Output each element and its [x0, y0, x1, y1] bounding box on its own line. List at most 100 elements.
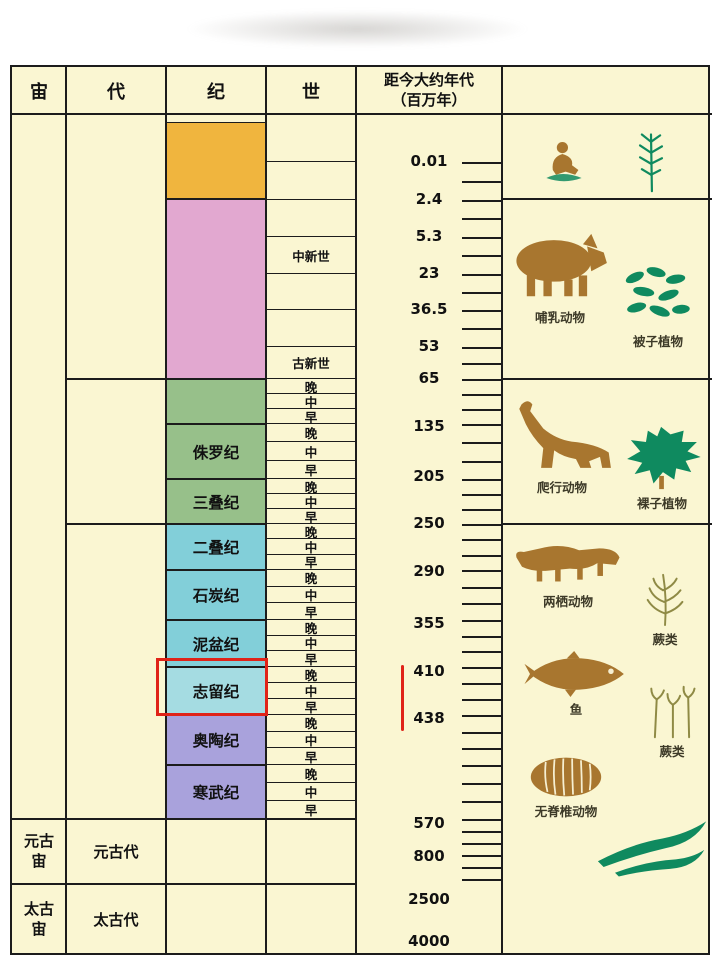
epoch-cell: 早	[266, 699, 356, 715]
age-tick	[462, 867, 502, 869]
grid-vline	[65, 67, 67, 953]
fern-stalks-icon	[638, 685, 706, 739]
age-tick	[462, 218, 502, 220]
life-label: 爬行动物	[536, 480, 587, 495]
period-cell: 二叠纪	[166, 524, 266, 570]
age-label: 800	[413, 847, 445, 865]
epoch-cell	[266, 200, 356, 237]
epoch-cell: 晚	[266, 379, 356, 395]
age-tick	[462, 200, 502, 202]
age-label: 438	[413, 709, 445, 727]
grid-vline	[265, 67, 267, 953]
grid-hline	[66, 523, 166, 525]
age-tick	[462, 855, 502, 857]
grid-vline	[501, 67, 503, 953]
age-tick	[462, 699, 502, 701]
age-tick	[462, 539, 502, 541]
algae-icon	[596, 819, 710, 877]
header-age-line2: （百万年）	[391, 90, 467, 109]
epoch-cell: 早	[266, 409, 356, 425]
epoch-cell: 中	[266, 442, 356, 461]
age-label: 4000	[408, 932, 450, 950]
age-tick	[462, 461, 502, 463]
life-label: 两栖动物	[542, 594, 593, 609]
age-tick	[462, 765, 502, 767]
age-label: 5.3	[415, 227, 443, 245]
fern-icon	[628, 569, 704, 627]
fish-icon	[514, 651, 638, 697]
period-cell: 侏罗纪	[166, 424, 266, 479]
age-tick	[462, 292, 502, 294]
age-tick	[462, 255, 502, 257]
age-tick	[462, 636, 502, 638]
age-tick	[462, 409, 502, 411]
age-tick	[462, 494, 502, 496]
life-label: 裸子植物	[636, 496, 687, 511]
age-tick	[462, 424, 502, 426]
age-label: 290	[413, 562, 445, 580]
epoch-cell	[266, 162, 356, 200]
life-label: 无脊椎动物	[534, 804, 598, 819]
life-label: 哺乳动物	[534, 310, 585, 325]
grid-hline	[66, 378, 166, 380]
age-label: 410	[413, 662, 445, 680]
header-epoch: 世	[302, 81, 320, 103]
age-tick	[462, 479, 502, 481]
grid-hline	[12, 883, 356, 885]
epoch-cell: 中	[266, 587, 356, 604]
age-tick	[462, 181, 502, 183]
period-cell	[166, 379, 266, 424]
era-cell-archean: 太古代	[93, 911, 139, 929]
grid-hline	[12, 113, 712, 115]
amphibian-icon	[504, 541, 632, 587]
age-label: 2500	[408, 890, 450, 908]
grid-hline	[502, 378, 712, 380]
epoch-cell	[266, 274, 356, 310]
grid-hline	[502, 198, 712, 200]
epoch-cell: 中新世	[266, 237, 356, 274]
period-cell	[166, 122, 266, 199]
boar-icon	[506, 225, 610, 303]
epoch-cell	[266, 310, 356, 347]
sauropod-icon	[504, 395, 624, 473]
trilobite-icon	[524, 755, 608, 799]
epoch-cell: 中	[266, 783, 356, 801]
epoch-cell: 早	[266, 801, 356, 819]
age-tick	[462, 524, 502, 526]
eon-cell-proterozoic: 元古宙	[12, 819, 66, 884]
age-label: 65	[418, 369, 440, 387]
header-eon: 宙	[30, 81, 48, 103]
header-era: 代	[107, 81, 125, 103]
epoch-cell: 中	[266, 732, 356, 749]
gymnosperm-icon	[618, 425, 706, 491]
epoch-cell: 晚	[266, 715, 356, 732]
age-tick	[462, 310, 502, 312]
age-tick	[462, 748, 502, 750]
epoch-cell: 中	[266, 539, 356, 555]
life-label: 鱼	[569, 702, 583, 717]
age-tick	[462, 620, 502, 622]
epoch-cell: 晚	[266, 479, 356, 495]
epoch-cell: 早	[266, 603, 356, 620]
age-tick	[462, 801, 502, 803]
epoch-cell: 中	[266, 683, 356, 699]
age-tick	[462, 363, 502, 365]
age-label: 135	[413, 417, 445, 435]
period-cell: 三叠纪	[166, 479, 266, 524]
angiosperm-icon	[612, 265, 702, 327]
age-label: 36.5	[410, 300, 448, 318]
age-tick	[462, 587, 502, 589]
eon-cell-archean: 太古宙	[12, 884, 66, 955]
epoch-cell: 早	[266, 555, 356, 570]
age-tick	[462, 831, 502, 833]
header-age-line1: 距今大约年代	[383, 71, 474, 89]
period-cell: 奥陶纪	[166, 715, 266, 765]
eon-label: 元古宙	[23, 832, 54, 870]
age-label: 53	[418, 337, 440, 355]
age-tick	[462, 162, 502, 164]
age-tick	[462, 667, 502, 669]
grid-vline	[355, 67, 357, 953]
epoch-cell	[266, 114, 356, 162]
eon-label: 太古宙	[23, 900, 54, 938]
